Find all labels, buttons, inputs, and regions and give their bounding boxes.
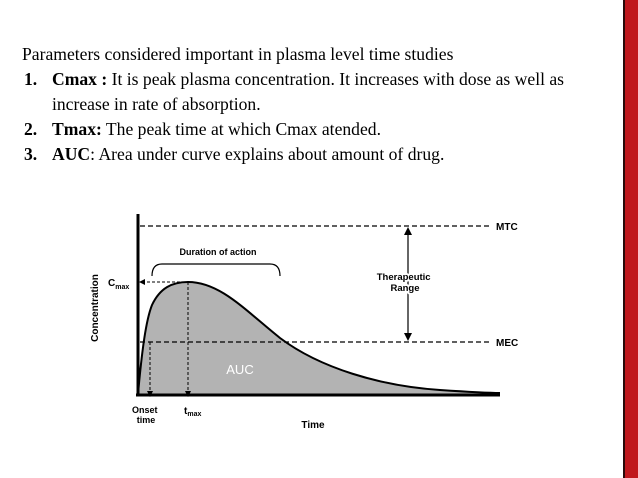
plasma-concentration-diagram: MTC MEC Therapeutic Range Therapeutic Ra…: [90, 214, 518, 431]
item-text: It is peak plasma concentration. It incr…: [52, 69, 565, 114]
duration-label: Duration of action: [180, 247, 257, 257]
therapeutic-arrow-bottom: [404, 333, 412, 341]
therapeutic-arrow-top: [404, 227, 412, 235]
item-text: The peak time at which Cmax atended.: [101, 119, 381, 139]
item-term: Cmax :: [52, 69, 108, 89]
therapeutic-label: Therapeutic Range: [377, 272, 434, 294]
item-text: : Area under curve explains about amount…: [90, 144, 445, 164]
slide-accent-bar: [625, 0, 638, 478]
item-number: 3.: [24, 144, 38, 164]
therapeutic-label-text: Therapeutic Range: [377, 272, 434, 294]
item-term: AUC: [52, 144, 91, 164]
tmax-arrowhead: [185, 391, 191, 397]
duration-bracket: [151, 263, 281, 277]
mec-label: MEC: [496, 338, 518, 349]
list-item-tmax: 2. Tmax: The peak time at which Cmax aten…: [22, 117, 622, 142]
auc-area: [138, 282, 500, 394]
auc-label: AUC: [226, 362, 253, 377]
item-number: 1.: [24, 69, 38, 89]
concentration-curve: [137, 280, 501, 395]
tmax-label: tmax: [184, 406, 201, 418]
slide-edge-line: [623, 0, 625, 478]
cmax-label: Cmax: [108, 278, 129, 291]
parameter-list: 1. Cmax : It is peak plasma concentration…: [22, 67, 622, 167]
item-term: Tmax:: [52, 119, 102, 139]
mtc-label: MTC: [496, 222, 518, 233]
onset-arrowhead: [147, 391, 153, 397]
list-item-auc: 3. AUC: Area under curve explains about a…: [22, 142, 622, 167]
slide-text: Parameters considered important in plasm…: [22, 42, 622, 167]
x-axis-label: Time: [301, 420, 325, 431]
list-item-cmax: 1. Cmax : It is peak plasma concentration…: [22, 67, 622, 117]
y-axis-label: Concentration: [90, 274, 101, 342]
onset-label: Onset time: [132, 405, 160, 425]
cmax-arrowhead: [139, 279, 145, 285]
item-number: 2.: [24, 119, 38, 139]
intro-text: Parameters considered important in plasm…: [22, 44, 454, 64]
